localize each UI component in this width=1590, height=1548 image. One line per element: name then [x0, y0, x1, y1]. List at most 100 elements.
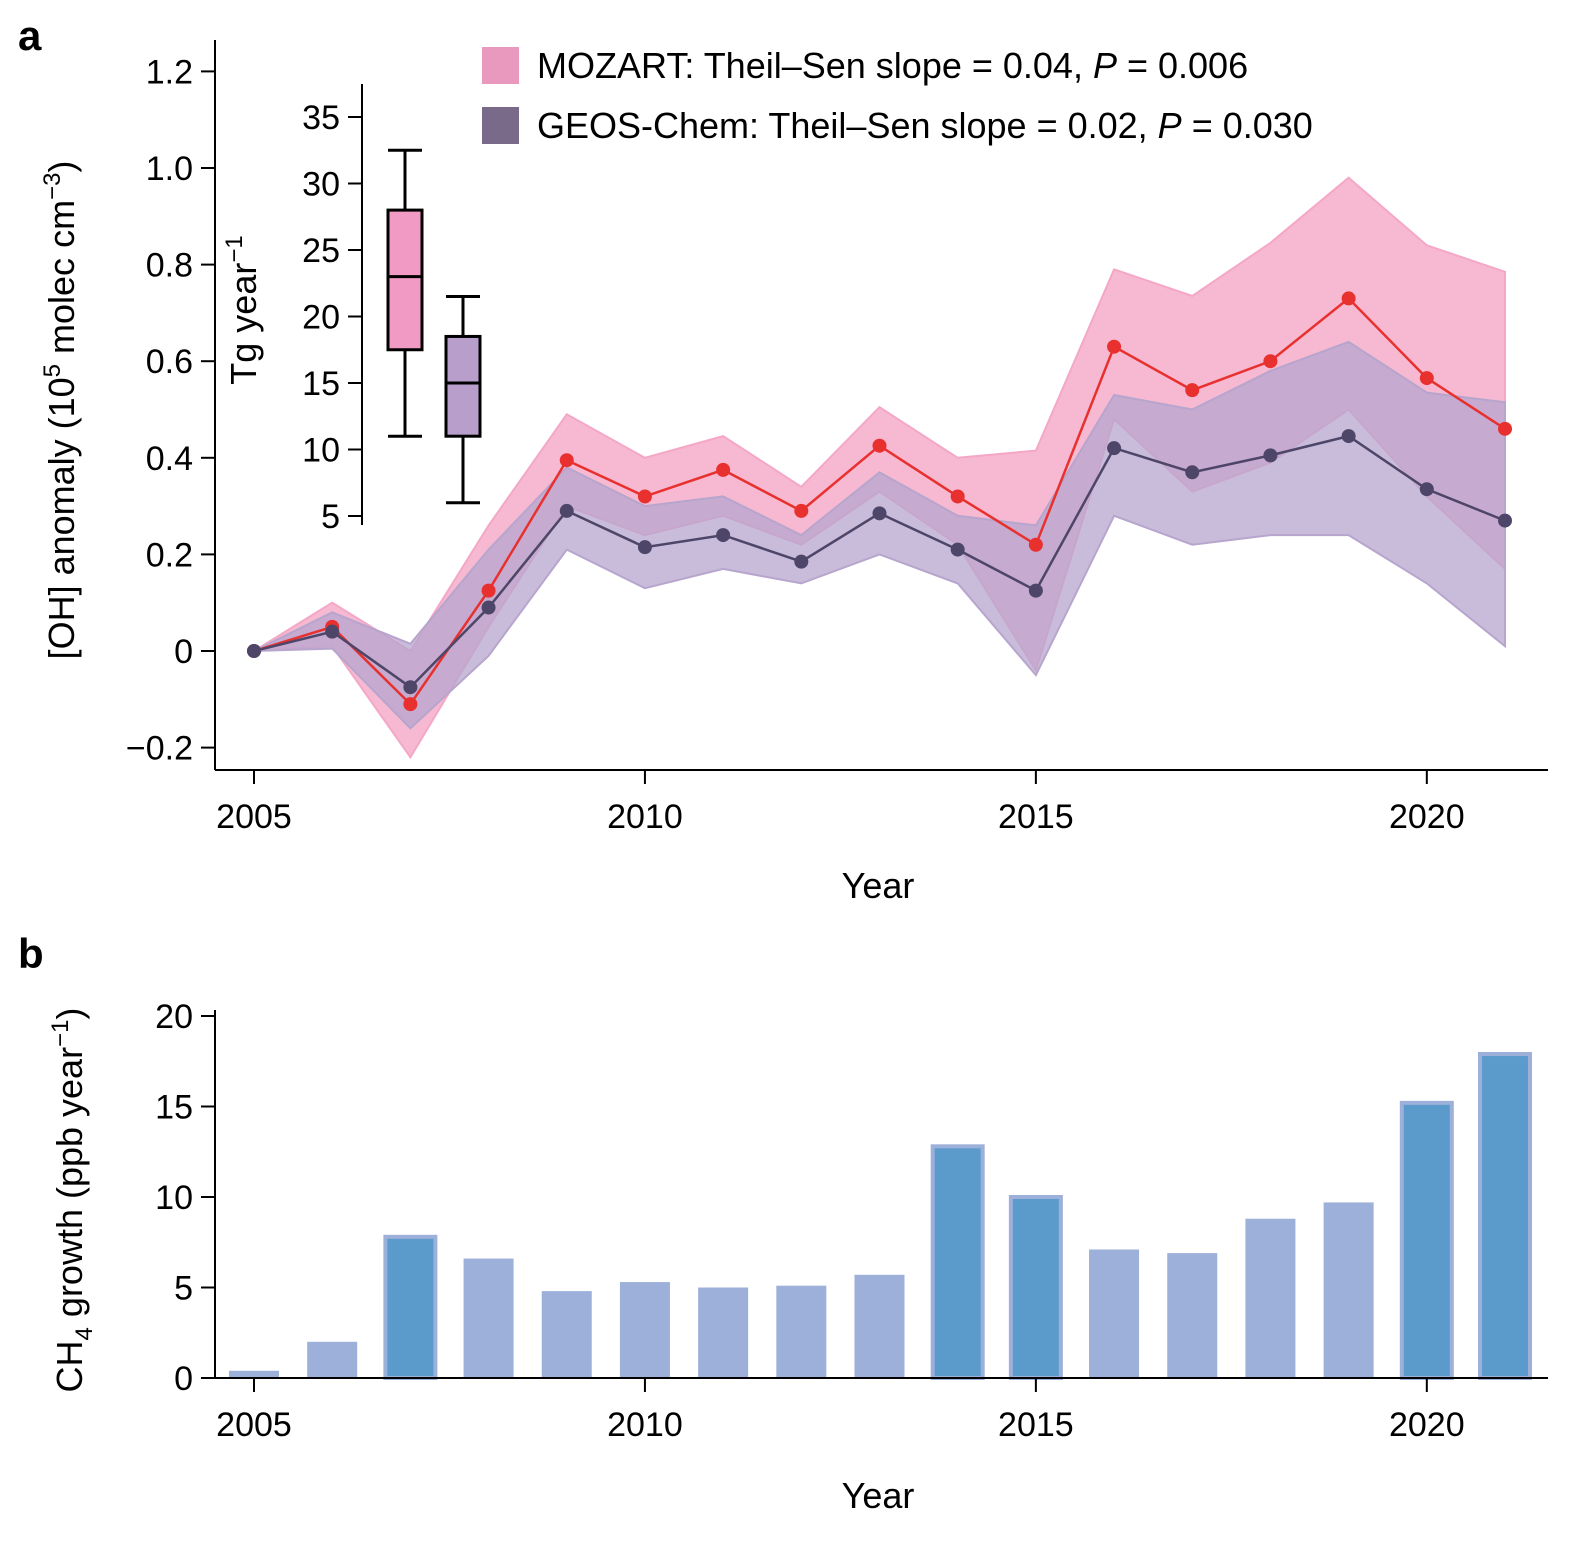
bar-2019: [1323, 1202, 1374, 1378]
inset-box-geos-chem: [444, 334, 482, 438]
panel-a-x-tick-label: 2015: [998, 798, 1074, 836]
panel-a-y-tick-label: 0.4: [146, 440, 193, 478]
panel-a-y-tick-label: 0: [174, 633, 193, 671]
bar-2009: [541, 1291, 592, 1378]
legend: MOZART: Theil–Sen slope = 0.04, P = 0.00…: [482, 45, 1313, 146]
panel-a-y-tick-label: −0.2: [126, 730, 193, 768]
point-mozart-2019: [1341, 291, 1356, 306]
panel-a-x-tick-label: 2020: [1389, 798, 1465, 836]
inset-y-tick-label: 20: [302, 299, 340, 337]
panel-b-x-tick-label: 2015: [998, 1406, 1074, 1444]
point-geos-chem-2006: [325, 624, 340, 639]
point-geos-chem-2010: [637, 540, 652, 555]
panel-b-y-tick-label: 10: [155, 1179, 193, 1217]
bar-2010: [619, 1282, 670, 1378]
point-geos-chem-2019: [1341, 429, 1356, 444]
panel-b-x-tick-label: 2020: [1389, 1406, 1465, 1444]
point-geos-chem-2008: [481, 600, 496, 615]
bar-2018: [1245, 1218, 1296, 1378]
panel-a-y-tick-label: 0.6: [146, 343, 193, 381]
point-mozart-2013: [872, 438, 887, 453]
point-geos-chem-2012: [794, 554, 809, 569]
panel-b-y-axis-title: CH4 growth (ppb year−1): [47, 1008, 98, 1393]
panel-b-x-axis-title: Year: [842, 1475, 915, 1516]
inset-y-tick-label: 15: [302, 365, 340, 403]
bar-2013: [854, 1274, 905, 1378]
point-geos-chem-2021: [1498, 513, 1512, 528]
legend-label-mozart: MOZART: Theil–Sen slope = 0.04, P = 0.00…: [537, 45, 1248, 86]
point-geos-chem-2015: [1028, 583, 1043, 598]
panel-a-y-axis-title: [OH] anomaly (105 molec cm−3): [39, 161, 82, 660]
inset-boxes: [386, 148, 482, 505]
bar-2011: [698, 1287, 749, 1378]
panel-a-y-tick-label: 0.8: [146, 247, 193, 285]
panel-b-y-tick-label: 15: [155, 1089, 193, 1127]
point-geos-chem-2016: [1107, 441, 1122, 456]
point-mozart-2014: [950, 489, 965, 504]
panel-a-x-axis-title: Year: [842, 865, 915, 906]
panel-a-series-points: [247, 291, 1512, 712]
panel-b-bars: [229, 1052, 1532, 1380]
panel-a-x-tick-label: 2010: [607, 798, 683, 836]
bar-2006: [307, 1341, 358, 1378]
point-mozart-2010: [637, 489, 652, 504]
panel-b-x-tick-label: 2005: [216, 1406, 292, 1444]
point-geos-chem-2013: [872, 506, 887, 521]
bar-2021: [1478, 1052, 1532, 1380]
point-mozart-2007: [403, 697, 418, 712]
bar-2007: [383, 1234, 438, 1380]
point-mozart-2016: [1107, 339, 1122, 354]
point-mozart-2018: [1263, 354, 1278, 369]
bar-2017: [1167, 1253, 1218, 1378]
panel-b-y-tick-label: 20: [155, 998, 193, 1036]
panel-a-inset-boxplot: 5 10 15 20 25 30 35 Tg year−1: [221, 84, 482, 536]
point-geos-chem-2018: [1263, 448, 1278, 463]
point-geos-chem-2007: [403, 680, 418, 695]
panel-b-y-tick-label: 0: [174, 1360, 193, 1398]
point-mozart-2009: [559, 453, 574, 468]
inset-y-tick-label: 10: [302, 432, 340, 470]
inset-box-mozart: [386, 208, 424, 352]
panel-b-y-tick-label: 5: [174, 1270, 193, 1308]
panel-a-letter: a: [18, 12, 42, 59]
legend-label-geos-chem: GEOS-Chem: Theil–Sen slope = 0.02, P = 0…: [537, 105, 1313, 146]
panel-b-x-tick-label: 2010: [607, 1406, 683, 1444]
panel-b-axes: 0 5 10 15 20 2005 2010 2015 2020: [155, 998, 1548, 1444]
bar-2020: [1399, 1100, 1454, 1380]
bar-2012: [776, 1285, 827, 1378]
bar-2015: [1008, 1195, 1063, 1380]
point-mozart-2021: [1498, 421, 1512, 436]
inset-y-tick-label: 35: [302, 99, 340, 137]
bar-2005: [229, 1370, 279, 1378]
legend-swatch-mozart: [482, 47, 519, 84]
panel-b-ch4-growth-chart: 0 5 10 15 20 2005 2010 2015 2020 Year CH4 growth…: [47, 998, 1548, 1516]
inset-y-axis-title: Tg year−1: [221, 235, 264, 384]
inset-axes: 5 10 15 20 25 30 35: [302, 84, 363, 536]
point-geos-chem-2017: [1185, 465, 1200, 480]
band-geos-chem: [253, 340, 1506, 730]
inset-y-tick-label: 25: [302, 232, 340, 270]
inset-y-tick-label: 5: [321, 498, 340, 536]
point-mozart-2008: [481, 583, 496, 598]
panel-a-x-tick-label: 2005: [216, 798, 292, 836]
point-geos-chem-2005: [247, 644, 261, 658]
bar-2008: [463, 1258, 514, 1378]
bar-2016: [1089, 1249, 1140, 1378]
point-geos-chem-2009: [559, 503, 574, 518]
point-geos-chem-2020: [1419, 482, 1434, 497]
panel-b-letter: b: [18, 930, 44, 977]
inset-y-tick-label: 30: [302, 166, 340, 204]
point-mozart-2011: [716, 462, 731, 477]
panel-a-y-tick-label: 1.2: [146, 53, 193, 91]
panel-a-y-tick-label: 1.0: [146, 150, 193, 188]
point-mozart-2020: [1419, 371, 1434, 386]
panel-a-uncertainty-bands: [253, 176, 1506, 760]
point-mozart-2017: [1185, 383, 1200, 398]
point-mozart-2015: [1028, 537, 1043, 552]
bar-2014: [930, 1144, 985, 1380]
panel-a-y-tick-label: 0.2: [146, 536, 193, 574]
point-geos-chem-2011: [716, 528, 731, 543]
